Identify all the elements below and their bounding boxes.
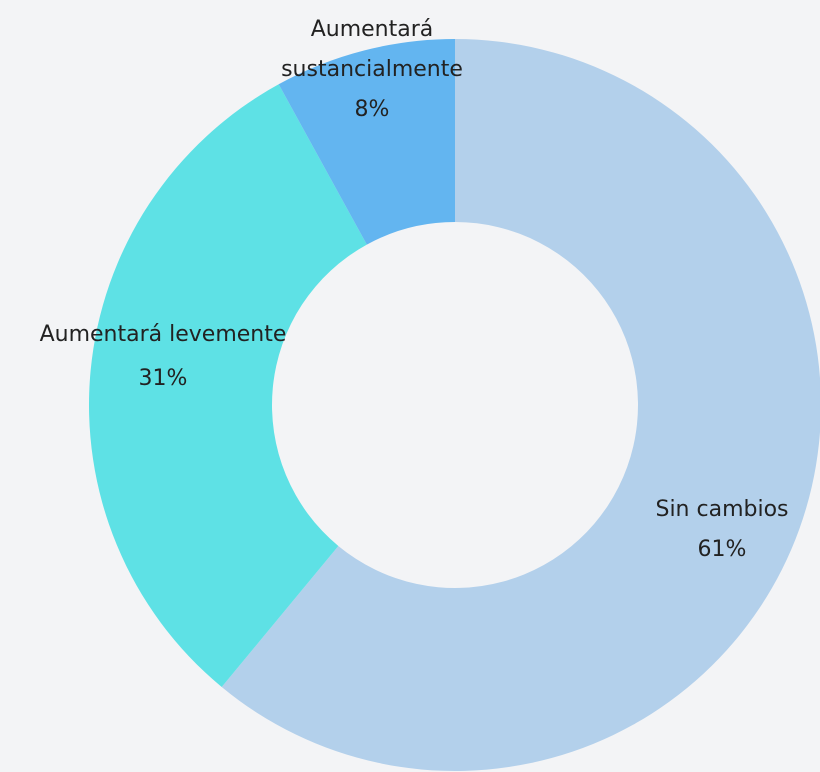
donut-slice [221,39,820,771]
slice-value-label: 61% [698,537,747,562]
donut-slice [278,39,455,245]
slice-value-label: 8% [355,97,390,122]
slice-label: Aumentará sustancialmente [281,17,463,82]
slice-label: Sin cambios [655,497,788,522]
slice-value-label: 31% [139,366,188,391]
donut-slice [88,84,367,688]
slice-label: Aumentará levemente [40,322,287,347]
